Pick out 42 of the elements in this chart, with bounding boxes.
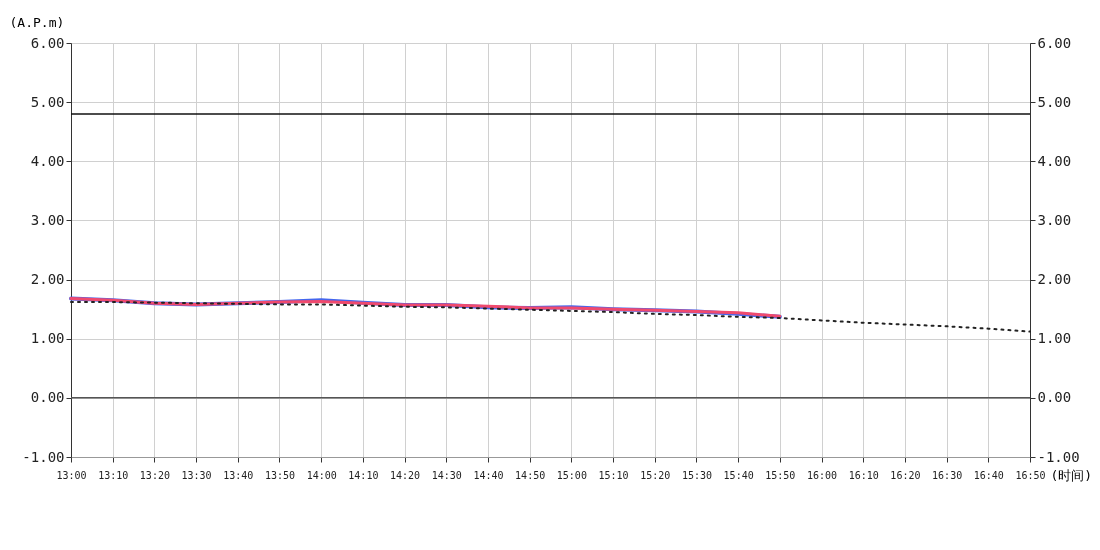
y-tick-label: -1.00	[22, 448, 65, 465]
x-tick-label: 14:00	[306, 469, 337, 481]
y2-tick-label: 2.00	[1037, 271, 1072, 288]
y-tick-label: 1.00	[30, 330, 65, 347]
y2-tick-label: 0.00	[1037, 389, 1072, 406]
x-tick-label: 14:30	[431, 469, 462, 481]
x-tick-label: 13:10	[98, 469, 129, 481]
x-tick-label: 16:30	[932, 469, 963, 481]
x-tick-label: 14:20	[390, 469, 421, 481]
x-tick-label: 16:50	[1015, 469, 1046, 481]
y2-tick-label: 6.00	[1037, 34, 1072, 51]
x-tick-label: 14:40	[473, 469, 504, 481]
y2-tick-label: -1.00	[1037, 448, 1080, 465]
x-tick-label: 15:50	[765, 469, 796, 481]
x-tick-label: 16:10	[848, 469, 879, 481]
x-tick-label: 13:40	[223, 469, 254, 481]
x-tick-label: 16:00	[806, 469, 838, 481]
y2-tick-label: 3.00	[1037, 211, 1072, 228]
x-tick-label: 14:50	[515, 469, 546, 481]
x-tick-label: 13:50	[264, 469, 296, 481]
x-tick-label: 13:00	[56, 469, 87, 481]
y-tick-label: 0.00	[30, 389, 65, 406]
x-tick-label: 13:30	[181, 469, 212, 481]
y-tick-label: 3.00	[30, 211, 65, 228]
y2-tick-label: 4.00	[1037, 152, 1072, 169]
y-tick-label: 2.00	[30, 271, 65, 288]
x-tick-label: 15:40	[723, 469, 754, 481]
y-tick-label: 6.00	[30, 34, 65, 51]
y2-tick-label: 1.00	[1037, 330, 1072, 347]
x-tick-label: 15:30	[681, 469, 712, 481]
x-tick-label: 16:20	[890, 469, 921, 481]
x-tick-label: 16:40	[973, 469, 1004, 481]
x-tick-label: 15:00	[556, 469, 587, 481]
y-axis-title: (A.P.m)	[9, 14, 65, 30]
y-tick-label: 5.00	[30, 93, 65, 110]
x-tick-label: 15:10	[598, 469, 629, 481]
y-tick-label: 4.00	[30, 152, 65, 169]
x-tick-label: 15:20	[640, 469, 671, 481]
y2-tick-label: 5.00	[1037, 93, 1072, 110]
x-tick-label: 14:10	[348, 469, 379, 481]
x-tick-label: 13:20	[139, 469, 170, 481]
x-axis-title: (时间)	[1050, 467, 1093, 483]
